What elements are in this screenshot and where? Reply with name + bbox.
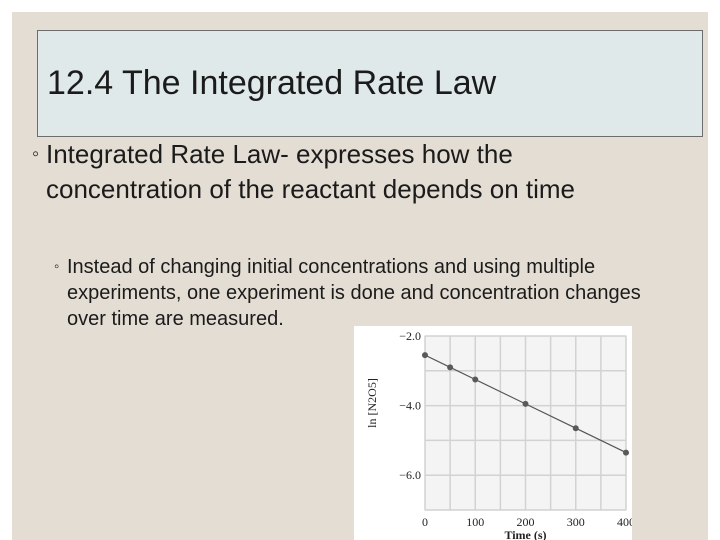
title-box: 12.4 The Integrated Rate Law <box>37 30 703 137</box>
x-tick-label: 100 <box>466 515 484 529</box>
bullet-main-text: Integrated Rate Law- expresses how the c… <box>46 139 576 204</box>
rate-plot-svg: −2.0 −4.0 −6.0 0 100 200 300 400 Time (s) ln [N2O… <box>365 329 632 540</box>
x-tick-label: 0 <box>422 515 428 529</box>
rate-plot: −2.0 −4.0 −6.0 0 100 200 300 400 Time (s) ln [N2O… <box>354 326 632 540</box>
data-point <box>472 376 479 383</box>
bullet-main: ◦ Integrated Rate Law- expresses how the… <box>32 137 632 207</box>
x-tick-label: 300 <box>567 515 585 529</box>
y-tick-label: −6.0 <box>399 468 421 482</box>
data-point <box>522 400 529 407</box>
series-line <box>424 354 627 454</box>
bullet-marker: ◦ <box>32 143 40 165</box>
sub-bullet-marker: ◦ <box>54 258 60 275</box>
bullet-sub-text: Instead of changing initial concentratio… <box>67 256 641 330</box>
y-tick-label: −4.0 <box>399 399 421 413</box>
slide: 12.4 The Integrated Rate Law ◦ Integrate… <box>12 12 708 540</box>
data-point <box>623 449 629 456</box>
x-tick-label: 200 <box>517 515 535 529</box>
data-point <box>422 352 428 359</box>
data-point <box>572 425 579 432</box>
slide-title: 12.4 The Integrated Rate Law <box>47 64 497 102</box>
y-tick-label: −2.0 <box>399 329 421 343</box>
x-tick-label: 400 <box>617 515 632 529</box>
data-point <box>447 364 454 371</box>
bullet-sub: ◦ Instead of changing initial concentrat… <box>54 254 654 332</box>
y-axis-label: ln [N2O5] <box>365 378 379 428</box>
x-axis-label: Time (s) <box>504 528 546 540</box>
